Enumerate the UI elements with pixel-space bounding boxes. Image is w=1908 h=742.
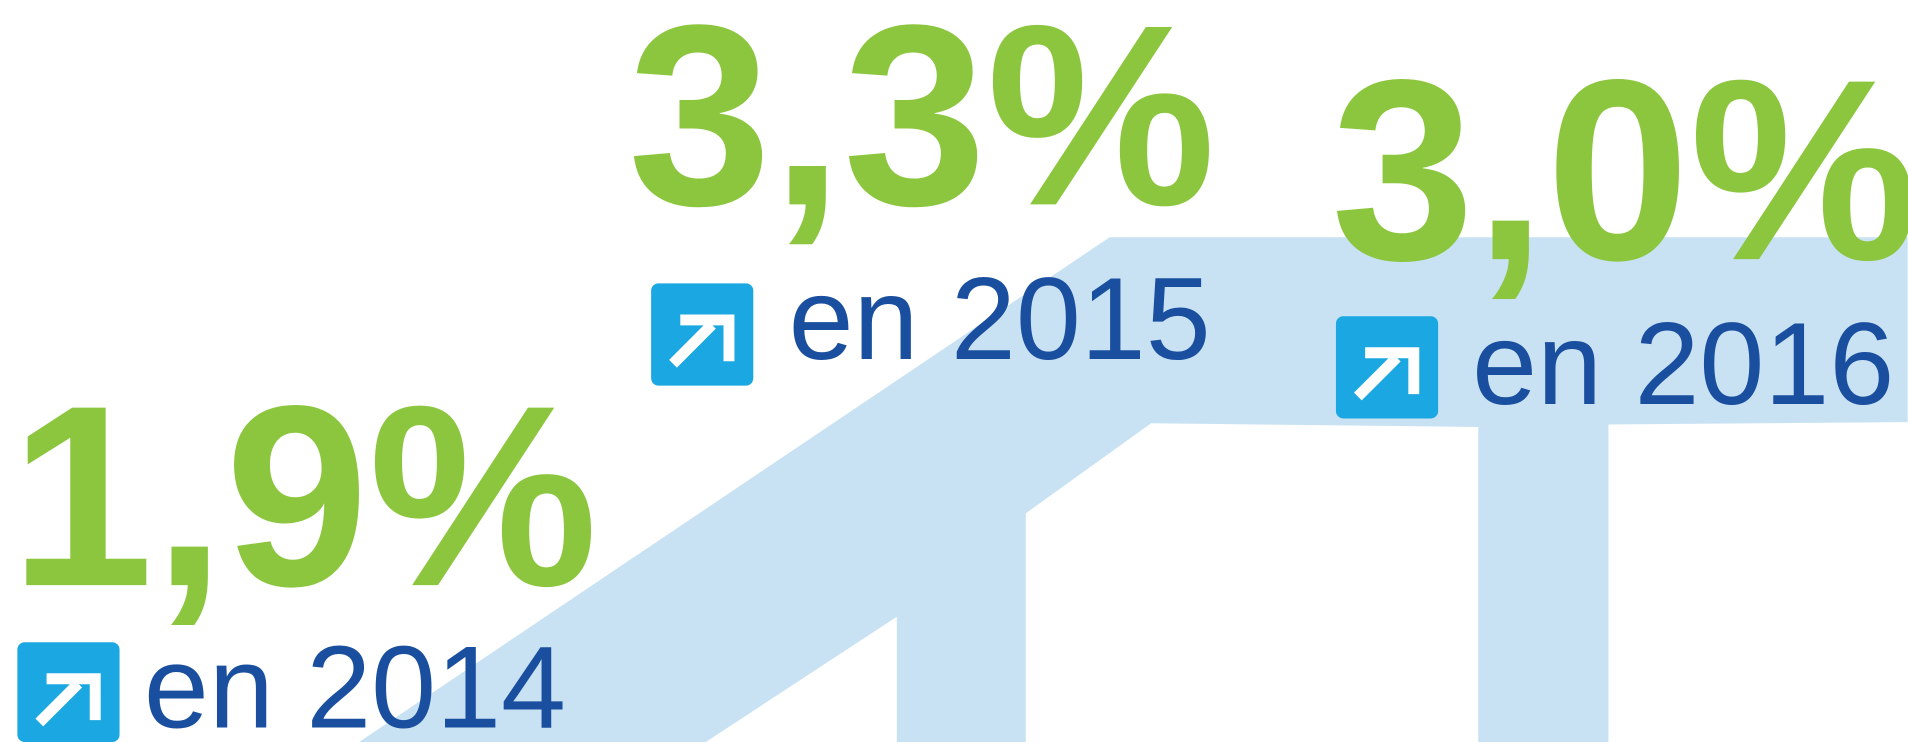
year-label: en 2016 xyxy=(1472,298,1894,429)
up-icon xyxy=(17,642,120,742)
rising-arrow-background xyxy=(359,237,1908,742)
growth-value: 1,9% xyxy=(10,352,598,640)
up-icon xyxy=(651,283,754,386)
growth-value: 3,3% xyxy=(628,0,1216,259)
growth-value: 3,0% xyxy=(1331,26,1908,314)
year-label: en 2015 xyxy=(789,253,1211,384)
up-icon xyxy=(1335,316,1439,419)
year-label: en 2014 xyxy=(144,621,566,742)
